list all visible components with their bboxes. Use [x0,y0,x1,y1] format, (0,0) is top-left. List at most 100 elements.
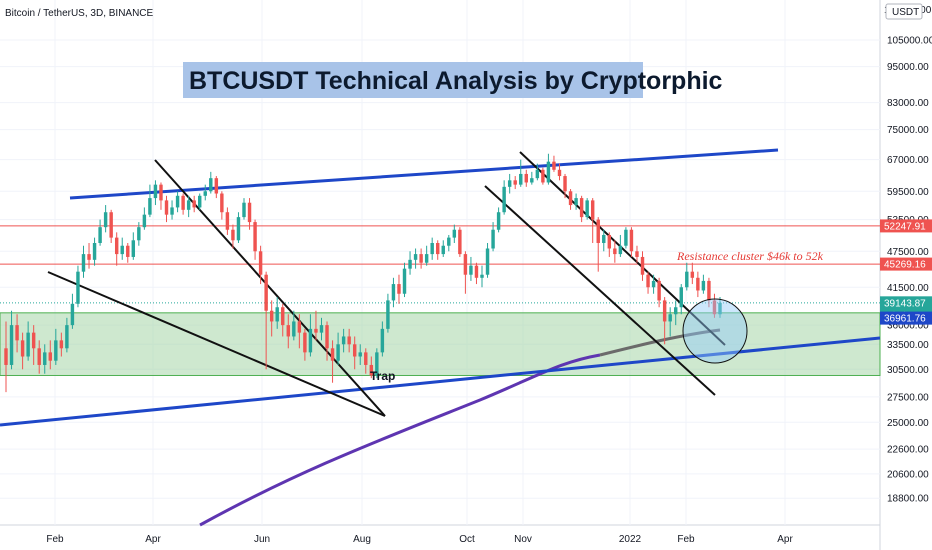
y-tick-label: 18800.00 [887,494,929,505]
candle [408,251,412,275]
candle-body [391,284,396,301]
candle [120,237,124,260]
candle [480,265,484,288]
falling-wedge-lower [47,271,386,417]
candle-body [76,271,80,304]
candle [474,262,479,285]
y-tick-label: 95000.00 [887,62,929,73]
time-axis-panel[interactable] [0,525,880,550]
candle-body [253,222,257,252]
currency-label: USDT [892,7,919,18]
candle-body [358,352,362,357]
candle-body [153,184,158,199]
candle-body [447,237,451,246]
price-tag-support: 36961.76 [880,311,932,325]
candle-body [175,195,180,208]
candle-body [330,348,335,361]
candle-body [602,234,606,243]
candle-body [220,193,224,213]
y-tick-label: 47500.00 [887,247,929,258]
price-axis-panel[interactable] [880,0,932,550]
candle [220,191,224,220]
candle-body [613,248,617,255]
candle-body [668,314,672,322]
currency-button[interactable]: USDT [885,3,923,20]
candle-body [386,300,390,329]
candle [81,245,86,278]
candle [640,251,645,281]
candle [131,232,136,260]
candle-body [48,352,52,361]
price-tag-resistance: 52247.91 [880,219,932,233]
candle-body [369,364,374,376]
candle-body [198,195,202,208]
candle [668,307,672,337]
candle [696,271,700,298]
candle [308,314,313,357]
y-tick-label: 27500.00 [887,392,929,403]
candle [175,191,180,213]
candle-body [269,310,274,322]
price-tag-value: 39143.87 [884,298,926,309]
candle [541,167,545,185]
moving-average-lines [199,328,721,527]
support-zone [0,312,881,376]
candle-body [192,200,196,208]
candle-body [186,200,191,210]
y-tick-label: 36000.00 [887,321,929,332]
candle-body [70,303,75,326]
candle-body [225,212,230,230]
candle [76,265,80,308]
highlight-circle-layer [682,298,748,364]
candle [70,293,75,329]
candle [535,163,540,181]
candle [679,284,683,315]
candle [458,227,462,257]
candle [352,336,357,370]
candle-body [292,321,296,337]
candle-body [103,212,108,228]
y-tick-label: 20600.00 [887,469,929,480]
candle [546,153,551,185]
candle [635,245,639,263]
candle [142,207,147,230]
candle-body [26,332,30,357]
candle [524,169,528,187]
candle [574,193,578,210]
candle-body [424,254,429,263]
descending-channel-upper [519,151,726,346]
x-tick-label: Apr [777,534,793,545]
x-tick-label: Jun [254,534,270,545]
candle [258,245,263,285]
candle-body [436,242,440,255]
candle-body [496,212,501,230]
candle-body [65,325,69,349]
candle-body [590,200,595,220]
candle-body [120,245,124,255]
candle-body [236,217,241,241]
candle-body [380,328,385,353]
candle-body [231,229,235,241]
candle [137,222,141,246]
candle-body [81,254,86,272]
candle-body [15,325,19,341]
candle-body [530,178,534,183]
candle [436,240,440,260]
candle-body [203,191,207,196]
candle [530,171,534,185]
candle-body [297,321,302,333]
candle-body [458,229,462,255]
candle-body [242,202,246,218]
candle-body [712,300,717,315]
candle [519,159,523,187]
candle [380,321,385,357]
candle-body [148,198,152,215]
candle [386,293,390,333]
price-tag-value: 45269.16 [884,260,926,271]
candle [4,321,8,393]
candle-body [170,207,174,215]
candle [170,200,174,220]
candle [674,300,678,326]
candle-body [707,280,711,301]
